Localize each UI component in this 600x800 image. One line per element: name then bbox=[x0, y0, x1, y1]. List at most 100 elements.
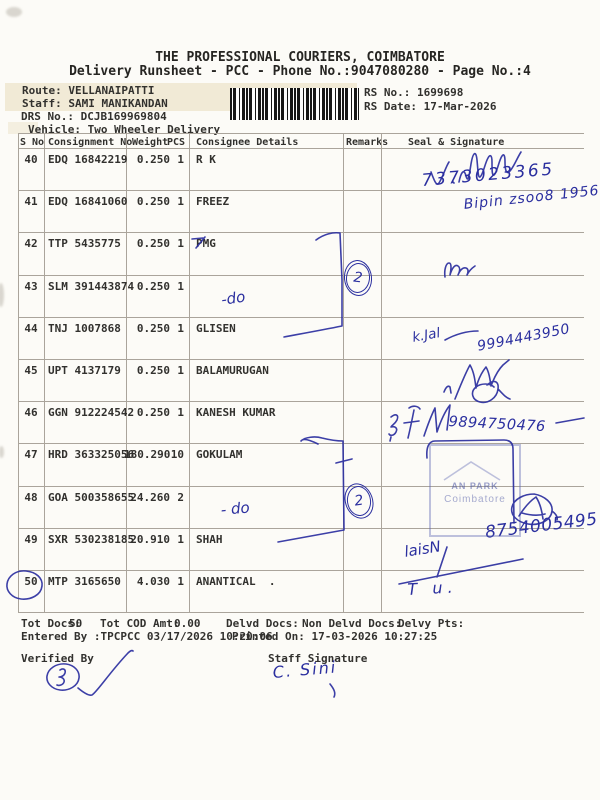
cell-consignment: GOA 500358655 bbox=[48, 490, 135, 504]
cell-consignee: R K bbox=[196, 153, 216, 166]
vehicle-line: Vehicle: Two Wheeler Delivery bbox=[28, 123, 221, 136]
document-title: THE PROFESSIONAL COURIERS, COIMBATORE bbox=[155, 50, 445, 65]
cell-pcs: 1 bbox=[177, 321, 184, 335]
cell-weight: 0.250 bbox=[136, 195, 170, 209]
stamp-text-line1: AN PARK bbox=[451, 481, 499, 491]
cell-consignee: BALAMURUGAN bbox=[196, 364, 269, 377]
cell-consignee: FREEZ bbox=[196, 195, 230, 209]
delvd-docs-label: Delvd Docs: bbox=[226, 617, 299, 630]
cell-weight: 0.250 bbox=[136, 279, 170, 293]
cell-sno: 45 bbox=[24, 364, 38, 377]
bracket-rows-42-44 bbox=[283, 231, 343, 338]
handwritten-phone-row44: 9994443950 bbox=[476, 321, 572, 355]
cell-consignment: HRD 363325056 bbox=[48, 448, 135, 462]
cell-sno: 44 bbox=[24, 321, 38, 335]
table-line bbox=[18, 359, 584, 360]
cell-sno: 49 bbox=[24, 532, 38, 546]
table-line bbox=[18, 133, 19, 613]
table-line bbox=[44, 133, 45, 613]
cell-pcs: 1 bbox=[177, 364, 184, 377]
entered-by-line: Entered By :TPCPCC 03/17/2026 10:20:06 bbox=[21, 630, 273, 643]
cell-weight: 0.250 bbox=[136, 364, 170, 377]
table-line bbox=[18, 401, 584, 403]
handwritten-phone-row46: 9894750476 bbox=[448, 414, 547, 436]
cell-sno: 50 bbox=[24, 575, 38, 588]
document-subtitle: Delivery Runsheet - PCC - Phone No.:9047… bbox=[69, 64, 531, 79]
cell-sno: 48 bbox=[24, 490, 38, 504]
highlight-patch bbox=[8, 122, 38, 134]
cell-pcs: 1 bbox=[177, 532, 184, 546]
cell-sno: 46 bbox=[24, 406, 38, 420]
cell-consignee: GLISEN bbox=[196, 321, 236, 335]
route-line: Route: VELLANAIPATTI bbox=[22, 84, 155, 97]
table-line bbox=[18, 570, 584, 571]
table-line bbox=[18, 148, 584, 149]
table-line bbox=[189, 133, 190, 613]
col-header-consignment: Consignment No bbox=[48, 137, 133, 148]
cell-pcs: 2 bbox=[177, 490, 184, 504]
table-line bbox=[18, 232, 584, 234]
rs-no-line: RS No.: 1699698 bbox=[364, 86, 464, 99]
tot-docs-value: 50 bbox=[69, 617, 83, 630]
cell-pcs: 1 bbox=[177, 195, 184, 209]
drs-line: DRS No.: DCJB169969804 bbox=[21, 110, 167, 123]
circled-remark-42-44: 2 bbox=[344, 261, 372, 295]
cell-weight: 0.250 bbox=[136, 321, 170, 335]
cell-consignment: EDQ 16841060 bbox=[48, 195, 128, 209]
handwritten-phone-row40: 7373023365 bbox=[421, 159, 556, 191]
rs-date-line: RS Date: 17-Mar-2026 bbox=[364, 100, 497, 113]
bracket-rows-47-49 bbox=[277, 436, 353, 543]
cell-consignment: SXR 530238185 bbox=[48, 532, 135, 546]
cell-consignee: ANANTICAL . bbox=[196, 575, 276, 588]
table-line bbox=[126, 133, 127, 613]
table-line bbox=[18, 274, 584, 276]
table-line bbox=[18, 316, 584, 318]
table-line bbox=[18, 190, 584, 192]
dash-row46 bbox=[555, 417, 585, 424]
col-header-weight: Weight bbox=[132, 137, 169, 148]
circled-remark-47-49: 2 bbox=[345, 484, 373, 518]
cell-pcs: 1 bbox=[177, 153, 184, 166]
cell-weight: 0.250 bbox=[136, 237, 170, 251]
staff-signature-tail bbox=[329, 683, 336, 698]
cell-weight: 0.250 bbox=[136, 406, 170, 420]
cell-weight: 0.250 bbox=[136, 153, 170, 166]
cell-pcs: 1 bbox=[177, 406, 184, 420]
cell-pcs: 1 bbox=[177, 279, 184, 293]
staff-signature-label: Staff Signature bbox=[268, 652, 368, 665]
handwritten-ditto-row43: -do bbox=[220, 287, 247, 309]
cell-sno: 42 bbox=[24, 237, 38, 251]
table-line bbox=[18, 133, 584, 134]
col-header-seal: Seal & Signature bbox=[408, 137, 505, 148]
tot-cod-label: Tot COD Amt: bbox=[100, 617, 180, 630]
printed-on-line: Printed On: 17-03-2026 10:27:25 bbox=[232, 630, 438, 643]
cell-consignment: SLM 391443874 bbox=[48, 279, 135, 293]
cell-consignment: UPT 4137179 bbox=[48, 364, 121, 377]
col-header-remarks: Remarks bbox=[346, 137, 389, 148]
cell-consignee: PMG bbox=[196, 237, 216, 251]
col-header-consignee: Consignee Details bbox=[196, 137, 299, 148]
cell-weight: 180.290 bbox=[124, 448, 171, 462]
handwritten-note-row41: Bipin zsoo8 1956. bbox=[463, 182, 600, 213]
table-line bbox=[343, 133, 344, 613]
signature-row45 bbox=[443, 359, 511, 404]
rubber-stamp: AN PARK Coimbatore bbox=[429, 444, 521, 537]
tail-row44 bbox=[444, 330, 479, 341]
handwritten-note-row50: T u. bbox=[407, 577, 459, 599]
table-line bbox=[18, 612, 584, 614]
stamp-text-line2: Coimbatore bbox=[444, 494, 506, 505]
non-delvd-docs-label: Non Delvd Docs: bbox=[302, 617, 402, 630]
col-header-pcs: PCS bbox=[167, 137, 186, 148]
barcode bbox=[230, 88, 359, 120]
cell-weight: 20.910 bbox=[130, 532, 170, 546]
cell-weight: 4.030 bbox=[136, 575, 170, 588]
tot-docs-label: Tot Docs: bbox=[21, 617, 81, 630]
cell-consignee: GOKULAM bbox=[196, 448, 243, 462]
col-header-sno: S No bbox=[20, 137, 45, 148]
cell-consignment: EDQ 16842219 bbox=[48, 153, 128, 166]
cell-pcs: 1 bbox=[177, 237, 184, 251]
scan-smudge bbox=[0, 446, 4, 458]
handwritten-ditto-row48: - do bbox=[220, 498, 251, 519]
cell-weight: 24.260 bbox=[130, 490, 170, 504]
